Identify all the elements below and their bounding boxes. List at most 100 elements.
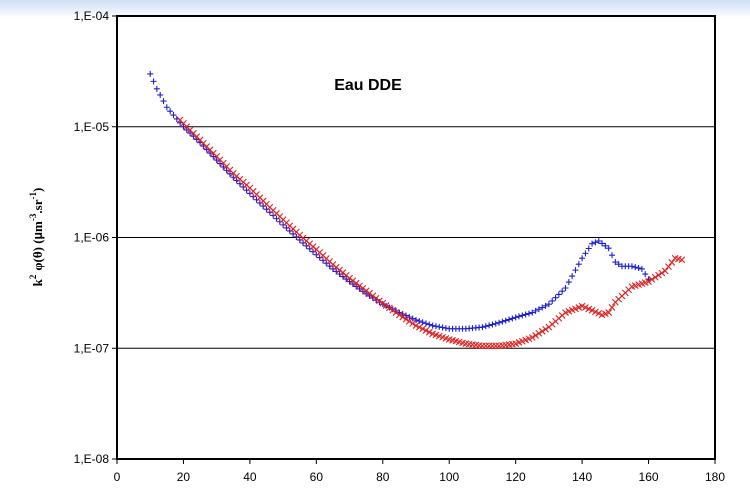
- data-point: [416, 318, 423, 325]
- data-point: [542, 325, 549, 333]
- data-point: [163, 104, 170, 111]
- data-point: [313, 251, 320, 258]
- data-point: [492, 320, 499, 327]
- ylabel-close: ): [30, 188, 45, 192]
- data-point: [665, 263, 672, 271]
- data-point: [415, 323, 423, 331]
- data-point: [190, 133, 197, 140]
- ylabel-k: k: [30, 278, 45, 286]
- data-point: [147, 70, 154, 77]
- data-point: [379, 299, 387, 307]
- ylabel-mu: µ: [30, 232, 45, 240]
- data-point: [592, 308, 599, 316]
- data-point: [668, 259, 676, 266]
- data-point: [522, 311, 529, 318]
- data-point: [532, 307, 539, 314]
- data-point: [502, 317, 509, 324]
- data-point: [539, 304, 546, 311]
- data-point: [588, 306, 596, 314]
- x-tick-label: 60: [310, 470, 324, 484]
- data-point: [565, 279, 572, 286]
- data-point: [486, 322, 493, 329]
- ylabel-exp-m3: -3: [28, 213, 38, 221]
- data-point: [187, 130, 194, 137]
- series-1: [147, 70, 652, 332]
- data-point: [432, 323, 439, 330]
- data-point: [402, 315, 410, 323]
- data-point: [422, 320, 429, 327]
- data-point: [372, 294, 380, 302]
- series-layer: [147, 70, 686, 350]
- data-point: [216, 160, 223, 167]
- data-point: [406, 314, 413, 321]
- data-point: [382, 302, 390, 309]
- data-point: [442, 325, 449, 332]
- data-point: [632, 264, 639, 271]
- data-point: [555, 291, 562, 298]
- ylabel-sr: .sr: [30, 199, 45, 213]
- data-point: [409, 315, 416, 322]
- data-point: [419, 325, 427, 333]
- ylabel-exp-m1: -1: [28, 192, 38, 200]
- x-tick-label: 140: [572, 470, 592, 484]
- data-point: [366, 289, 373, 297]
- x-tick-label: 40: [243, 470, 257, 484]
- data-point: [562, 284, 569, 291]
- data-point: [389, 306, 397, 314]
- data-point: [280, 221, 287, 228]
- x-tick-label: 0: [114, 470, 121, 484]
- data-point: [645, 278, 652, 285]
- data-point: [642, 271, 649, 278]
- data-point: [595, 309, 603, 317]
- data-point: [655, 271, 662, 279]
- data-point: [412, 322, 420, 330]
- data-point: [549, 297, 556, 304]
- data-point: [512, 314, 519, 321]
- data-point: [419, 319, 426, 326]
- data-point: [589, 240, 596, 247]
- data-point: [579, 255, 586, 262]
- data-point: [413, 316, 419, 323]
- data-point: [167, 108, 174, 115]
- data-point: [628, 263, 635, 270]
- data-point: [160, 98, 167, 105]
- y-axis-label: k2 φ(θ) (µm-3.sr-1): [28, 188, 45, 287]
- data-point: [426, 321, 433, 328]
- data-point: [582, 250, 589, 257]
- y-tick-label: 1,E-07: [74, 341, 110, 355]
- data-point: [538, 327, 546, 335]
- data-point: [658, 269, 666, 277]
- data-point: [605, 245, 612, 252]
- data-point: [638, 265, 645, 272]
- data-point: [210, 153, 217, 160]
- data-point: [559, 288, 566, 295]
- data-point: [303, 242, 310, 249]
- data-point: [213, 157, 220, 164]
- data-point: [250, 193, 257, 200]
- data-point: [602, 242, 609, 249]
- data-point: [243, 187, 250, 194]
- data-point: [150, 78, 157, 85]
- data-point: [542, 302, 549, 309]
- data-point: [615, 261, 622, 268]
- x-tick-label: 120: [506, 470, 526, 484]
- x-tick-labels: 0 20 40 60 80 100 120 140 160 180: [114, 470, 726, 484]
- data-point: [429, 322, 436, 329]
- data-point: [177, 119, 184, 126]
- series-2: [176, 116, 686, 350]
- data-point: [506, 316, 513, 323]
- data-point: [661, 267, 669, 275]
- data-point: [529, 309, 536, 316]
- data-point: [183, 126, 190, 133]
- data-point: [595, 237, 602, 244]
- data-point: [515, 313, 522, 320]
- data-point: [519, 312, 526, 319]
- data-point: [572, 267, 579, 274]
- gridlines: [117, 126, 715, 349]
- y-tick-label: 1,E-06: [74, 231, 110, 245]
- data-point: [535, 306, 542, 313]
- data-point: [422, 327, 430, 334]
- data-point: [609, 252, 616, 259]
- data-point: [396, 311, 403, 319]
